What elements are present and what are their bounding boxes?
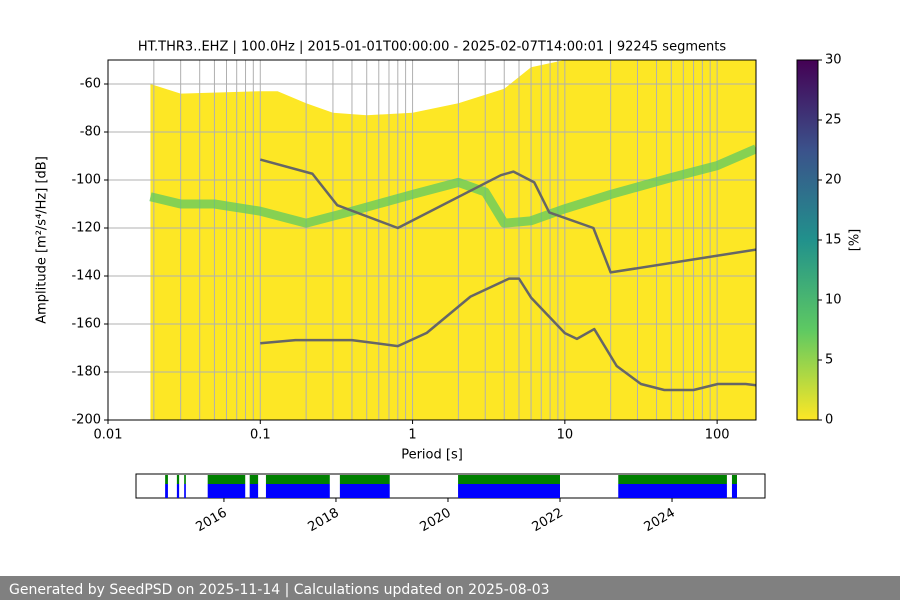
chart-title: HT.THR3..EHZ | 100.0Hz | 2015-01-01T00:0…: [138, 40, 726, 55]
y-tick-label: -120: [71, 221, 101, 236]
availability-green: [176, 475, 180, 484]
colorbar-tick-label: 10: [825, 293, 842, 308]
availability-blue: [265, 484, 330, 498]
y-tick-label: -180: [71, 365, 101, 380]
y-tick-label: -200: [71, 413, 101, 428]
x-axis-label: Period [s]: [401, 448, 463, 463]
availability-blue: [249, 484, 259, 498]
density-area: [150, 60, 756, 420]
y-axis-label: Amplitude [m²/s⁴/Hz] [dB]: [35, 156, 50, 324]
availability-green: [249, 475, 259, 484]
timeline-tick-label: 2022: [530, 506, 566, 536]
y-tick-label: -100: [71, 173, 101, 188]
timeline-tick-label: 2018: [306, 506, 342, 536]
plot-frame: [107, 59, 757, 421]
colorbar-tick-label: 0: [825, 413, 833, 428]
timeline-tick-label: 2020: [418, 506, 454, 536]
x-tick-label: 1: [408, 428, 416, 443]
availability-green: [458, 475, 561, 484]
colorbar-label: [%]: [848, 229, 863, 252]
availability-green: [165, 475, 168, 484]
x-tick-label: 0.1: [250, 428, 271, 443]
y-tick-label: -140: [71, 269, 101, 284]
x-tick-label: 10: [557, 428, 574, 443]
availability-green: [184, 475, 186, 484]
availability-blue: [731, 484, 737, 498]
availability-blue: [618, 484, 727, 498]
availability-blue: [184, 484, 186, 498]
colorbar-tick-label: 30: [825, 53, 842, 68]
colorbar: [796, 59, 819, 421]
availability-blue: [207, 484, 246, 498]
availability-blue: [458, 484, 561, 498]
timeline-tick-label: 2016: [194, 506, 230, 536]
colorbar-tick-label: 25: [825, 113, 842, 128]
series-line: [149, 144, 756, 228]
y-tick-label: -160: [71, 317, 101, 332]
y-tick-label: -60: [80, 77, 101, 92]
availability-blue: [165, 484, 168, 498]
availability-blue: [176, 484, 180, 498]
availability-blue: [339, 484, 390, 498]
colorbar-tick-label: 20: [825, 173, 842, 188]
colorbar-tick-label: 5: [825, 353, 833, 368]
x-tick-label: 0.01: [94, 428, 123, 443]
footer-text: Generated by SeedPSD on 2025-11-14 | Cal…: [9, 582, 550, 598]
availability-green: [207, 475, 246, 484]
series-line: [260, 277, 756, 392]
series-line: [259, 158, 756, 274]
timeline-tick-label: 2024: [642, 506, 678, 536]
availability-green: [618, 475, 727, 484]
colorbar-tick-label: 15: [825, 233, 842, 248]
availability-green: [265, 475, 330, 484]
availability-green: [731, 475, 737, 484]
y-tick-label: -80: [80, 125, 101, 140]
availability-green: [339, 475, 390, 484]
x-tick-label: 100: [705, 428, 730, 443]
footer-bar: [0, 576, 900, 600]
